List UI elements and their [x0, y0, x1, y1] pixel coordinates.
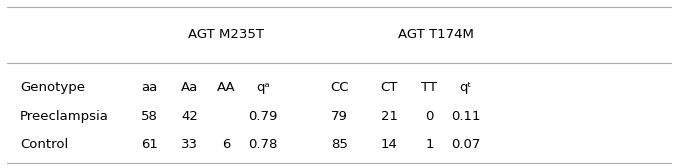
Text: Genotype: Genotype [20, 81, 85, 94]
Text: qᵗ: qᵗ [460, 81, 472, 94]
Text: 21: 21 [381, 110, 398, 123]
Text: 58: 58 [141, 110, 158, 123]
Text: qᵃ: qᵃ [256, 81, 270, 94]
Text: Control: Control [20, 138, 69, 151]
Text: 0.07: 0.07 [452, 138, 481, 151]
Text: AGT T174M: AGT T174M [398, 28, 474, 41]
Text: CC: CC [330, 81, 349, 94]
Text: 79: 79 [331, 110, 348, 123]
Text: 1: 1 [425, 138, 434, 151]
Text: CT: CT [381, 81, 398, 94]
Text: 0: 0 [425, 110, 433, 123]
Text: 0.78: 0.78 [249, 138, 278, 151]
Text: 61: 61 [141, 138, 158, 151]
Text: 42: 42 [181, 110, 198, 123]
Text: aa: aa [142, 81, 158, 94]
Text: AA: AA [217, 81, 236, 94]
Text: 0.11: 0.11 [451, 110, 481, 123]
Text: Preeclampsia: Preeclampsia [20, 110, 109, 123]
Text: 14: 14 [381, 138, 398, 151]
Text: Aa: Aa [181, 81, 198, 94]
Text: AGT M235T: AGT M235T [188, 28, 264, 41]
Text: 85: 85 [331, 138, 348, 151]
Text: 33: 33 [181, 138, 198, 151]
Text: 0.79: 0.79 [249, 110, 278, 123]
Text: TT: TT [422, 81, 437, 94]
Text: 6: 6 [222, 138, 231, 151]
